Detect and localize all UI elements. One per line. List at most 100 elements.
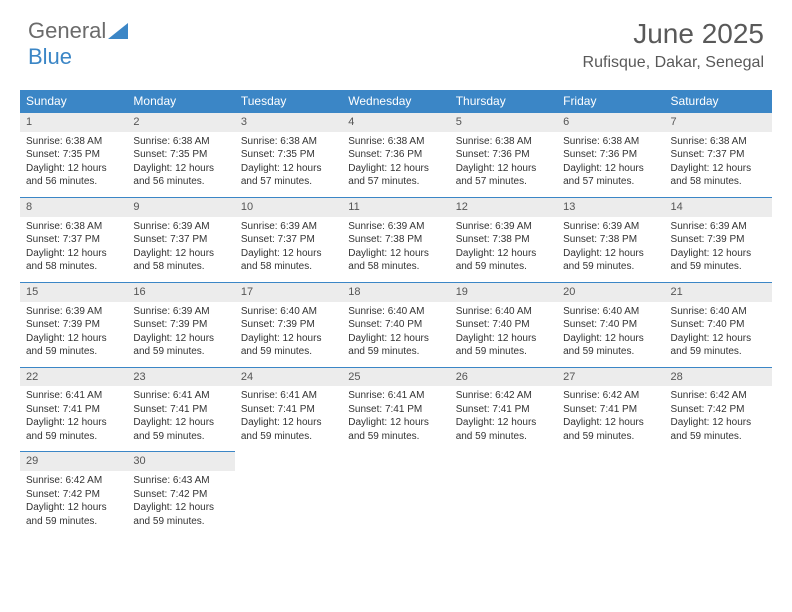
sunrise-text: Sunrise: 6:43 AM [133, 474, 228, 488]
day-number: 26 [450, 367, 557, 387]
day-number: 8 [20, 197, 127, 217]
calendar-day-cell: 18Sunrise: 6:40 AMSunset: 7:40 PMDayligh… [342, 282, 449, 367]
daylight-text: Daylight: 12 hours and 59 minutes. [26, 332, 121, 359]
calendar-day-cell: 6Sunrise: 6:38 AMSunset: 7:36 PMDaylight… [557, 112, 664, 197]
day-details: Sunrise: 6:38 AMSunset: 7:36 PMDaylight:… [557, 132, 664, 197]
sunset-text: Sunset: 7:41 PM [133, 403, 228, 417]
calendar-day-cell: 25Sunrise: 6:41 AMSunset: 7:41 PMDayligh… [342, 367, 449, 452]
daylight-text: Daylight: 12 hours and 59 minutes. [348, 332, 443, 359]
calendar-day-cell: 20Sunrise: 6:40 AMSunset: 7:40 PMDayligh… [557, 282, 664, 367]
day-details: Sunrise: 6:38 AMSunset: 7:36 PMDaylight:… [342, 132, 449, 197]
sunset-text: Sunset: 7:39 PM [671, 233, 766, 247]
sunset-text: Sunset: 7:37 PM [241, 233, 336, 247]
day-details: Sunrise: 6:39 AMSunset: 7:39 PMDaylight:… [20, 302, 127, 367]
sunrise-text: Sunrise: 6:39 AM [671, 220, 766, 234]
day-details: Sunrise: 6:42 AMSunset: 7:41 PMDaylight:… [450, 386, 557, 451]
day-details: Sunrise: 6:42 AMSunset: 7:41 PMDaylight:… [557, 386, 664, 451]
logo-triangle-icon [108, 23, 128, 39]
day-number: 5 [450, 112, 557, 132]
sunset-text: Sunset: 7:42 PM [133, 488, 228, 502]
sunset-text: Sunset: 7:35 PM [26, 148, 121, 162]
calendar-day-cell [342, 451, 449, 536]
sunset-text: Sunset: 7:42 PM [671, 403, 766, 417]
calendar-day-cell: 24Sunrise: 6:41 AMSunset: 7:41 PMDayligh… [235, 367, 342, 452]
logo-text-blue: Blue [28, 44, 72, 70]
calendar-day-cell: 28Sunrise: 6:42 AMSunset: 7:42 PMDayligh… [665, 367, 772, 452]
sunset-text: Sunset: 7:36 PM [348, 148, 443, 162]
sunrise-text: Sunrise: 6:39 AM [456, 220, 551, 234]
day-number: 1 [20, 112, 127, 132]
calendar-day-cell: 27Sunrise: 6:42 AMSunset: 7:41 PMDayligh… [557, 367, 664, 452]
sunset-text: Sunset: 7:41 PM [456, 403, 551, 417]
sunrise-text: Sunrise: 6:38 AM [26, 135, 121, 149]
sunrise-text: Sunrise: 6:40 AM [348, 305, 443, 319]
month-title: June 2025 [583, 18, 764, 50]
day-number: 12 [450, 197, 557, 217]
daylight-text: Daylight: 12 hours and 59 minutes. [563, 416, 658, 443]
calendar-week-row: 1Sunrise: 6:38 AMSunset: 7:35 PMDaylight… [20, 112, 772, 197]
calendar-day-cell: 5Sunrise: 6:38 AMSunset: 7:36 PMDaylight… [450, 112, 557, 197]
calendar-day-cell: 3Sunrise: 6:38 AMSunset: 7:35 PMDaylight… [235, 112, 342, 197]
sunset-text: Sunset: 7:41 PM [241, 403, 336, 417]
sunset-text: Sunset: 7:39 PM [241, 318, 336, 332]
calendar-day-cell: 11Sunrise: 6:39 AMSunset: 7:38 PMDayligh… [342, 197, 449, 282]
calendar-day-cell: 26Sunrise: 6:42 AMSunset: 7:41 PMDayligh… [450, 367, 557, 452]
daylight-text: Daylight: 12 hours and 58 minutes. [133, 247, 228, 274]
sunrise-text: Sunrise: 6:38 AM [563, 135, 658, 149]
daylight-text: Daylight: 12 hours and 59 minutes. [26, 501, 121, 528]
sunset-text: Sunset: 7:36 PM [456, 148, 551, 162]
day-details: Sunrise: 6:38 AMSunset: 7:37 PMDaylight:… [665, 132, 772, 197]
day-number: 6 [557, 112, 664, 132]
weekday-header-row: Sunday Monday Tuesday Wednesday Thursday… [20, 90, 772, 112]
day-number: 7 [665, 112, 772, 132]
sunrise-text: Sunrise: 6:38 AM [133, 135, 228, 149]
day-number: 29 [20, 451, 127, 471]
calendar-week-row: 8Sunrise: 6:38 AMSunset: 7:37 PMDaylight… [20, 197, 772, 282]
day-details: Sunrise: 6:42 AMSunset: 7:42 PMDaylight:… [665, 386, 772, 451]
sunset-text: Sunset: 7:41 PM [348, 403, 443, 417]
day-number: 4 [342, 112, 449, 132]
day-number: 14 [665, 197, 772, 217]
day-details: Sunrise: 6:39 AMSunset: 7:39 PMDaylight:… [665, 217, 772, 282]
calendar-day-cell: 7Sunrise: 6:38 AMSunset: 7:37 PMDaylight… [665, 112, 772, 197]
daylight-text: Daylight: 12 hours and 59 minutes. [563, 247, 658, 274]
day-number: 28 [665, 367, 772, 387]
day-details: Sunrise: 6:38 AMSunset: 7:35 PMDaylight:… [20, 132, 127, 197]
day-number: 9 [127, 197, 234, 217]
calendar-day-cell: 2Sunrise: 6:38 AMSunset: 7:35 PMDaylight… [127, 112, 234, 197]
calendar-day-cell: 16Sunrise: 6:39 AMSunset: 7:39 PMDayligh… [127, 282, 234, 367]
daylight-text: Daylight: 12 hours and 59 minutes. [26, 416, 121, 443]
sunrise-text: Sunrise: 6:38 AM [241, 135, 336, 149]
day-details: Sunrise: 6:38 AMSunset: 7:37 PMDaylight:… [20, 217, 127, 282]
sunset-text: Sunset: 7:37 PM [26, 233, 121, 247]
weekday-monday: Monday [127, 90, 234, 112]
day-details: Sunrise: 6:39 AMSunset: 7:37 PMDaylight:… [235, 217, 342, 282]
daylight-text: Daylight: 12 hours and 59 minutes. [133, 332, 228, 359]
day-number: 18 [342, 282, 449, 302]
day-details: Sunrise: 6:41 AMSunset: 7:41 PMDaylight:… [127, 386, 234, 451]
day-details: Sunrise: 6:39 AMSunset: 7:38 PMDaylight:… [342, 217, 449, 282]
sunrise-text: Sunrise: 6:41 AM [133, 389, 228, 403]
day-number: 15 [20, 282, 127, 302]
sunset-text: Sunset: 7:40 PM [563, 318, 658, 332]
day-details: Sunrise: 6:39 AMSunset: 7:37 PMDaylight:… [127, 217, 234, 282]
daylight-text: Daylight: 12 hours and 59 minutes. [456, 416, 551, 443]
day-number: 13 [557, 197, 664, 217]
calendar-day-cell: 30Sunrise: 6:43 AMSunset: 7:42 PMDayligh… [127, 451, 234, 536]
sunrise-text: Sunrise: 6:42 AM [26, 474, 121, 488]
location-label: Rufisque, Dakar, Senegal [583, 54, 764, 72]
day-details: Sunrise: 6:40 AMSunset: 7:40 PMDaylight:… [450, 302, 557, 367]
day-number: 23 [127, 367, 234, 387]
day-number: 25 [342, 367, 449, 387]
calendar-week-row: 29 Sunrise: 6:42 AM Sunset: 7:42 PM Dayligh… [20, 451, 772, 536]
daylight-text: Daylight: 12 hours and 56 minutes. [133, 162, 228, 189]
calendar-day-cell: 19Sunrise: 6:40 AMSunset: 7:40 PMDayligh… [450, 282, 557, 367]
daylight-text: Daylight: 12 hours and 59 minutes. [671, 247, 766, 274]
sunrise-text: Sunrise: 6:40 AM [456, 305, 551, 319]
day-details: Sunrise: 6:41 AMSunset: 7:41 PMDaylight:… [342, 386, 449, 451]
calendar-day-cell [450, 451, 557, 536]
day-details: Sunrise: 6:40 AMSunset: 7:40 PMDaylight:… [342, 302, 449, 367]
sunrise-text: Sunrise: 6:38 AM [456, 135, 551, 149]
weekday-saturday: Saturday [665, 90, 772, 112]
weekday-thursday: Thursday [450, 90, 557, 112]
